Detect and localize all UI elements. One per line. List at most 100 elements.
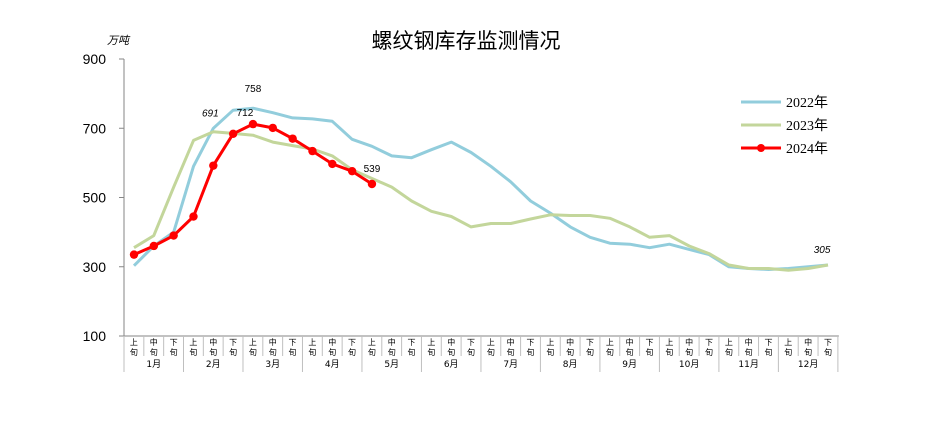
data-point-marker [288, 134, 297, 143]
x-period-label: 旬 [745, 347, 753, 357]
x-period-label: 上 [308, 338, 316, 347]
data-point-marker [169, 231, 178, 240]
data-point-marker [129, 250, 139, 259]
y-axis-unit: 万吨 [107, 34, 131, 47]
x-period-label: 旬 [606, 347, 614, 357]
x-period-label: 旬 [408, 347, 416, 357]
x-period-label: 下 [645, 338, 653, 347]
series-line [133, 130, 829, 272]
x-period-label: 中 [507, 337, 515, 347]
x-period-label: 旬 [308, 347, 316, 357]
chart-title: 螺纹钢库存监测情况 [372, 29, 561, 53]
x-period-label: 旬 [249, 347, 257, 357]
y-tick-label: 300 [83, 259, 107, 275]
data-point-marker [347, 166, 357, 176]
x-period-label: 中 [328, 337, 336, 347]
x-period-label: 上 [606, 338, 614, 347]
x-period-label: 旬 [705, 347, 713, 357]
legend-item-label: 2024年 [786, 141, 828, 157]
data-label: 691 [202, 108, 219, 119]
x-period-label: 旬 [546, 347, 554, 357]
x-period-label: 上 [189, 338, 197, 347]
x-month-label: 5月 [384, 359, 399, 370]
data-point-marker [248, 119, 258, 129]
x-period-label: 中 [269, 337, 277, 347]
x-period-label: 上 [784, 338, 792, 347]
x-period-label: 下 [408, 338, 416, 347]
y-axis: 100 300 500 700 900 [83, 51, 125, 344]
x-period-label: 中 [685, 337, 693, 347]
y-tick-label: 700 [83, 120, 107, 136]
x-period-label: 旬 [388, 347, 396, 357]
x-period-label: 旬 [170, 347, 178, 357]
data-point-marker [189, 212, 198, 221]
data-label: 758 [245, 84, 262, 95]
x-period-label: 旬 [725, 347, 733, 357]
plot-area [129, 106, 829, 272]
x-month-label: 8月 [563, 359, 578, 370]
x-period-label: 上 [725, 338, 733, 347]
x-period-label: 上 [546, 338, 554, 347]
data-point-marker [308, 146, 317, 156]
x-period-label: 旬 [427, 347, 435, 357]
x-period-label: 下 [824, 338, 832, 347]
x-period-label: 下 [170, 338, 178, 347]
legend: 2022年 2023年 2024年 [741, 95, 828, 157]
data-point-marker [149, 241, 159, 251]
x-period-label: 旬 [269, 347, 277, 357]
x-month-label: 1月 [146, 359, 161, 370]
x-period-label: 上 [130, 338, 138, 347]
x-period-label: 旬 [229, 347, 237, 357]
x-period-label: 上 [427, 338, 435, 347]
x-period-label: 中 [745, 337, 753, 347]
x-period-label: 旬 [150, 347, 158, 357]
x-month-label: 9月 [622, 359, 637, 370]
x-period-label: 上 [368, 338, 376, 347]
data-point-marker [209, 161, 218, 170]
x-period-label: 旬 [645, 347, 653, 357]
x-period-label: 旬 [130, 347, 138, 357]
x-period-label: 下 [705, 338, 713, 347]
y-tick-label: 900 [83, 51, 107, 67]
x-period-label: 旬 [665, 347, 673, 357]
x-period-label: 旬 [626, 347, 634, 357]
x-month-label: 10月 [679, 359, 699, 370]
x-axis: 上旬中旬下旬上旬中旬下旬上旬中旬下旬上旬中旬下旬上旬中旬下旬上旬中旬下旬上旬中旬… [123, 335, 839, 372]
x-period-label: 旬 [348, 347, 356, 357]
x-period-label: 下 [586, 338, 594, 347]
x-period-label: 旬 [824, 347, 832, 357]
data-point-marker [367, 179, 377, 189]
x-month-label: 6月 [444, 359, 459, 370]
x-period-label: 中 [566, 337, 574, 347]
x-period-label: 旬 [586, 347, 594, 357]
x-period-label: 中 [388, 337, 396, 347]
data-point-marker [328, 159, 337, 169]
x-period-label: 下 [527, 338, 535, 347]
data-point-marker [268, 123, 278, 133]
x-period-label: 下 [229, 338, 237, 347]
legend-item-label: 2023年 [786, 118, 828, 134]
x-month-label: 11月 [738, 359, 758, 370]
y-tick-label: 100 [83, 328, 107, 344]
x-period-label: 上 [249, 338, 257, 347]
x-period-label: 中 [150, 337, 158, 347]
data-label: 712 [237, 108, 254, 119]
x-period-label: 下 [764, 338, 772, 347]
x-month-label: 3月 [265, 359, 280, 370]
x-period-label: 下 [348, 338, 356, 347]
x-period-label: 旬 [685, 347, 693, 357]
x-period-label: 中 [447, 337, 455, 347]
x-period-label: 旬 [328, 347, 336, 357]
x-period-label: 旬 [447, 347, 455, 357]
x-period-label: 上 [487, 338, 495, 347]
legend-item-label: 2022年 [786, 95, 828, 111]
data-label: 305 [814, 245, 831, 256]
x-period-label: 旬 [368, 347, 376, 357]
x-period-label: 旬 [566, 347, 574, 357]
x-period-label: 旬 [784, 347, 792, 357]
x-period-label: 下 [289, 338, 297, 347]
x-period-label: 旬 [487, 347, 495, 357]
x-month-label: 4月 [325, 359, 340, 370]
x-period-label: 旬 [189, 347, 197, 357]
